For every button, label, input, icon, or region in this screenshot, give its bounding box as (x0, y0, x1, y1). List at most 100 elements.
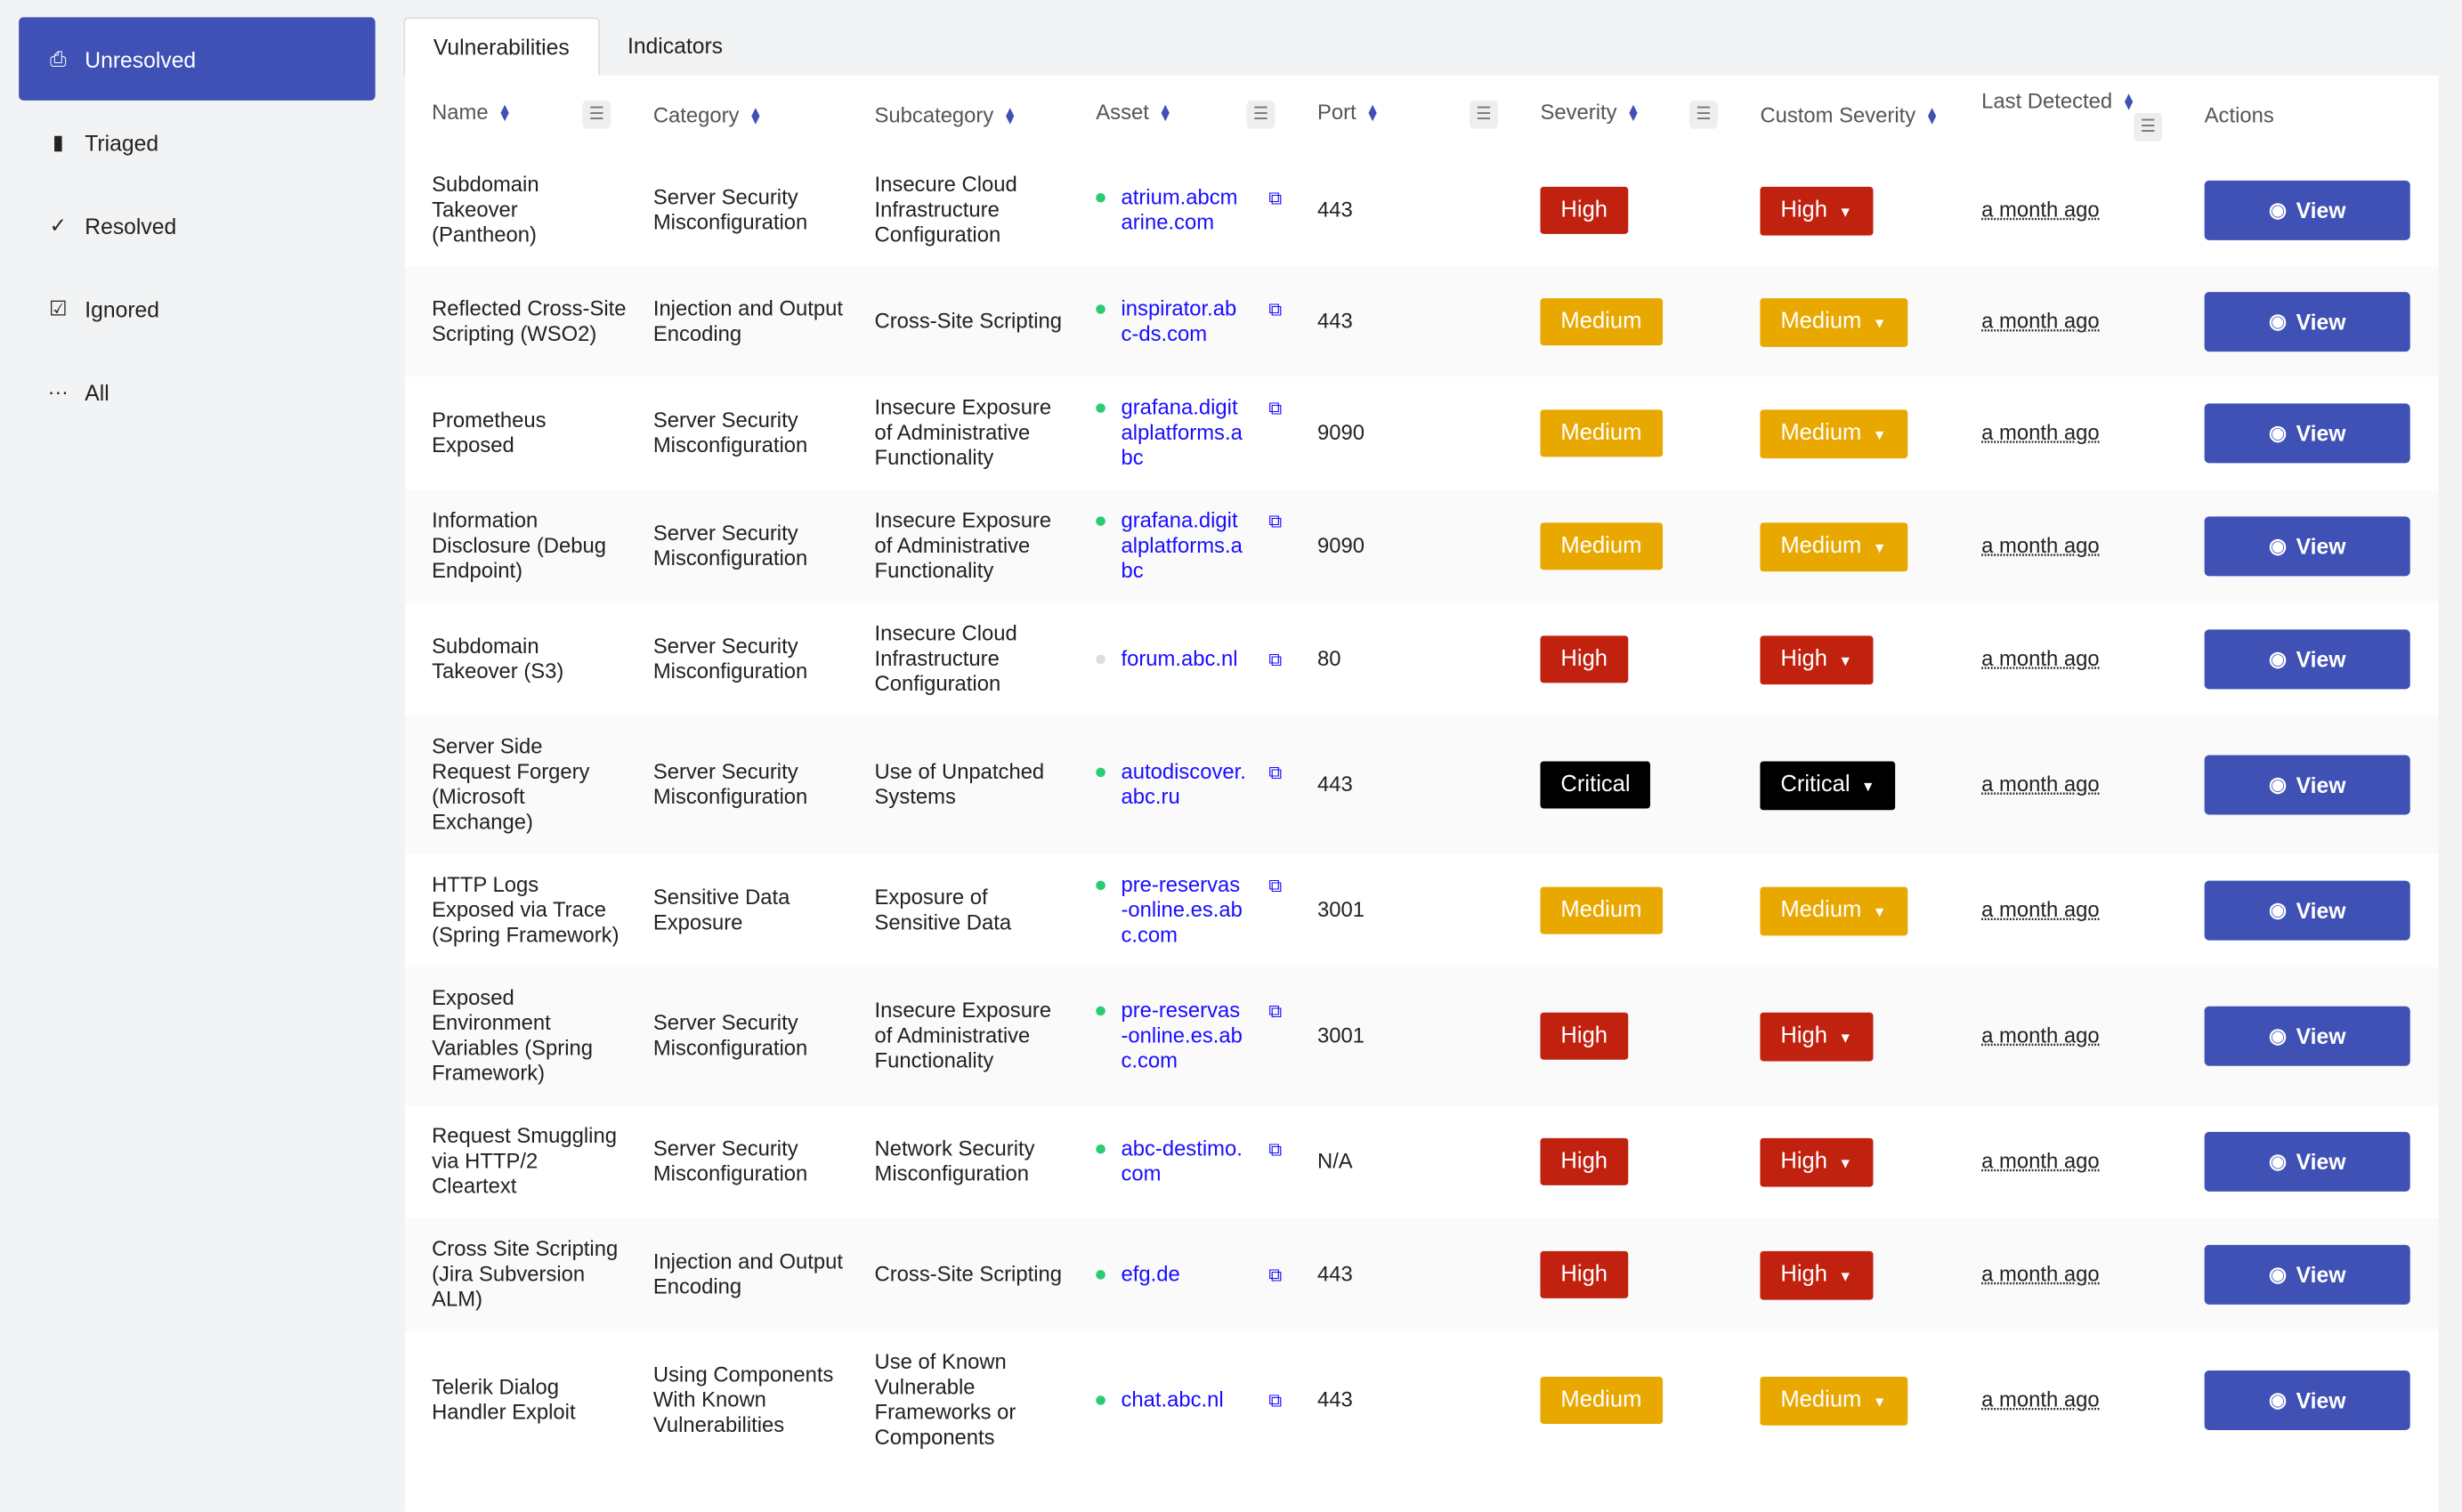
cell-severity: Medium (1513, 376, 1733, 489)
sort-icon[interactable]: ▲ ▼ (498, 101, 512, 125)
cell-severity: High (1513, 602, 1733, 716)
severity-badge: Medium (1540, 886, 1663, 934)
sidebar-item-triaged[interactable]: ▮ Triaged (19, 101, 375, 183)
cell-custom-severity: Medium ▼ (1733, 1331, 1955, 1469)
view-button[interactable]: ◉ View (2204, 1006, 2410, 1066)
external-link-icon[interactable]: ⧉ (1268, 1389, 1283, 1411)
cell-subcategory: Use of Unpatched Systems (848, 716, 1070, 853)
column-label: Asset (1096, 100, 1149, 125)
severity-badge: High (1540, 1250, 1628, 1298)
cell-custom-severity: High ▼ (1733, 967, 1955, 1105)
asset-link[interactable]: inspirator.abc-ds.com (1121, 296, 1237, 346)
filter-icon[interactable]: ☰ (2134, 112, 2163, 141)
tab-indicators[interactable]: Indicators (627, 33, 724, 59)
custom-severity-dropdown[interactable]: High ▼ (1760, 186, 1874, 235)
asset-link[interactable]: grafana.digitalplatforms.abc (1121, 395, 1243, 470)
external-link-icon[interactable]: ⧉ (1268, 298, 1283, 320)
asset-link[interactable]: pre-reservas-online.es.abc.com (1121, 998, 1243, 1072)
asset-link[interactable]: grafana.digitalplatforms.abc (1121, 508, 1243, 583)
view-button[interactable]: ◉ View (2204, 180, 2410, 240)
view-button[interactable]: ◉ View (2204, 516, 2410, 577)
custom-severity-dropdown[interactable]: High ▼ (1760, 1137, 1874, 1186)
external-link-icon[interactable]: ⧉ (1268, 1137, 1283, 1160)
asset-link[interactable]: efg.de (1121, 1262, 1180, 1286)
sidebar-item-resolved[interactable]: ✓ Resolved (19, 183, 375, 266)
custom-severity-value: Medium (1780, 532, 1862, 559)
asset-link[interactable]: forum.abc.nl (1121, 646, 1238, 671)
status-dot-icon (1096, 1006, 1105, 1016)
sort-icon[interactable]: ▲ ▼ (1626, 101, 1640, 125)
sort-icon[interactable]: ▲ ▼ (2121, 89, 2136, 113)
view-button[interactable]: ◉ View (2204, 629, 2410, 690)
category-text: Sensitive Data Exposure (652, 885, 790, 934)
asset-link[interactable]: chat.abc.nl (1121, 1387, 1224, 1411)
view-button[interactable]: ◉ View (2204, 1244, 2410, 1305)
filter-icon[interactable]: ☰ (1470, 100, 1498, 129)
caret-down-icon: ▼ (1872, 314, 1887, 331)
filter-icon[interactable]: ☰ (1246, 100, 1276, 129)
sidebar-item-all[interactable]: ··· All (19, 350, 375, 433)
filter-icon[interactable]: ☰ (1689, 100, 1718, 129)
external-link-icon[interactable]: ⧉ (1268, 761, 1283, 784)
custom-severity-dropdown[interactable]: Medium ▼ (1760, 522, 1907, 571)
external-link-icon[interactable]: ⧉ (1268, 874, 1283, 897)
tab-vulnerabilities[interactable]: Vulnerabilities (403, 17, 600, 76)
external-link-icon[interactable]: ⧉ (1268, 1264, 1283, 1286)
sort-icon[interactable]: ▲ ▼ (749, 103, 763, 127)
asset-link[interactable]: atrium.abcmarine.com (1121, 185, 1238, 234)
eye-icon: ◉ (2268, 1149, 2287, 1173)
cell-custom-severity: Critical ▼ (1733, 716, 1955, 853)
status-dot-icon (1096, 880, 1105, 891)
custom-severity-dropdown[interactable]: High ▼ (1760, 635, 1874, 684)
external-link-icon[interactable]: ⧉ (1268, 999, 1283, 1023)
cell-actions: ◉ View (2178, 376, 2439, 489)
custom-severity-value: Medium (1780, 419, 1862, 446)
cell-actions: ◉ View (2178, 267, 2439, 376)
last-detected-time: a month ago (1981, 1387, 2100, 1411)
category-text: Server Security Misconfiguration (652, 408, 808, 457)
caret-down-icon: ▼ (1872, 1393, 1887, 1410)
cell-port: 3001 (1291, 854, 1513, 967)
sort-icon[interactable]: ▲ ▼ (1002, 103, 1017, 127)
cell-category: Injection and Output Encoding (627, 267, 848, 376)
custom-severity-dropdown[interactable]: Medium ▼ (1760, 297, 1907, 346)
custom-severity-dropdown[interactable]: Medium ▼ (1760, 1376, 1907, 1425)
sidebar-item-ignored[interactable]: ☑ Ignored (19, 267, 375, 350)
asset-link[interactable]: autodiscover.abc.ru (1121, 759, 1246, 809)
custom-severity-dropdown[interactable]: High ▼ (1760, 1011, 1874, 1061)
custom-severity-dropdown[interactable]: High ▼ (1760, 1250, 1874, 1299)
cell-custom-severity: High ▼ (1733, 1218, 1955, 1331)
external-link-icon[interactable]: ⧉ (1268, 510, 1283, 532)
external-link-icon[interactable]: ⧉ (1268, 648, 1283, 671)
custom-severity-dropdown[interactable]: Critical ▼ (1760, 760, 1896, 810)
asset-link[interactable]: pre-reservas-online.es.abc.com (1121, 872, 1243, 947)
view-button[interactable]: ◉ View (2204, 1370, 2410, 1431)
view-button[interactable]: ◉ View (2204, 880, 2410, 941)
cell-port: N/A (1291, 1105, 1513, 1218)
sort-icon[interactable]: ▲ ▼ (1365, 101, 1381, 125)
sort-icon[interactable]: ▲ ▼ (1924, 103, 1940, 127)
sort-icon[interactable]: ▲ ▼ (1158, 101, 1173, 125)
cell-subcategory: Cross-Site Scripting (848, 1218, 1070, 1331)
view-button[interactable]: ◉ View (2204, 292, 2410, 352)
cell-actions: ◉ View (2178, 1218, 2439, 1331)
view-button[interactable]: ◉ View (2204, 1131, 2410, 1192)
view-button[interactable]: ◉ View (2204, 403, 2410, 464)
table-row: Telerik Dialog Handler Exploit Using Comp… (405, 1331, 2438, 1469)
sidebar-item-label: Ignored (85, 295, 160, 321)
table-row: Exposed Environment Variables (Spring Fr… (405, 966, 2439, 1105)
custom-severity-dropdown[interactable]: Medium ▼ (1760, 408, 1907, 458)
sidebar-item-unresolved[interactable]: ⎙ Unresolved (19, 17, 376, 101)
caret-down-icon: ▼ (1872, 425, 1887, 442)
cell-severity: Medium (1513, 1331, 1733, 1469)
asset-link[interactable]: abc-destimo.com (1121, 1136, 1243, 1185)
name-text: Subdomain Takeover (S3) (432, 634, 564, 683)
external-link-icon[interactable]: ⧉ (1268, 397, 1283, 419)
status-dot-icon (1096, 654, 1105, 665)
subcategory-text: Use of Known Vulnerable Frameworks or Co… (874, 1350, 1016, 1450)
external-link-icon[interactable]: ⧉ (1268, 186, 1283, 209)
custom-severity-dropdown[interactable]: Medium ▼ (1760, 885, 1907, 935)
view-button[interactable]: ◉ View (2204, 755, 2410, 815)
filter-icon[interactable]: ☰ (582, 100, 611, 129)
name-text: Telerik Dialog Handler Exploit (432, 1375, 576, 1424)
